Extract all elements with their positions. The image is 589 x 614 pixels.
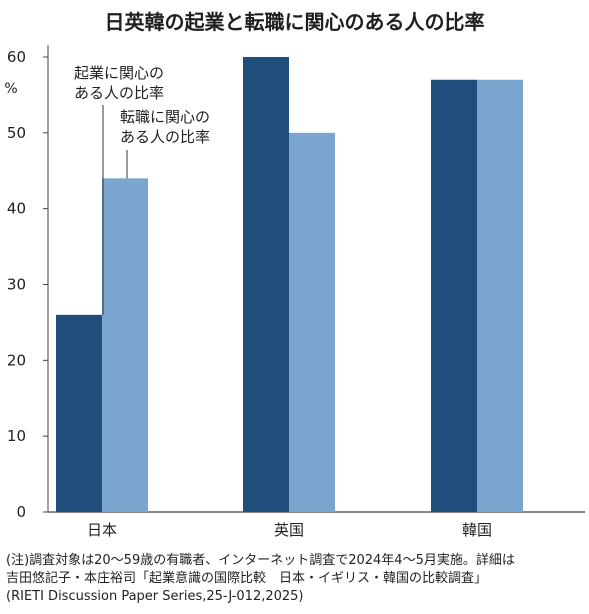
legend-label-startup: ある人の比率 (74, 84, 164, 102)
chart-title: 日英韓の起業と転職に関心のある人の比率 (104, 10, 485, 34)
bar-startup (431, 79, 477, 512)
y-tick-label: 10 (7, 427, 26, 445)
legend-label-jobchange: ある人の比率 (120, 128, 210, 146)
y-tick-label: 0 (16, 503, 26, 521)
bar-jobchange (102, 178, 148, 513)
footnote-line: (注)調査対象は20～59歳の有職者、インターネット調査で2024年4～5月実施… (6, 553, 515, 568)
bar-startup (56, 314, 102, 512)
y-tick-label: 50 (7, 124, 26, 142)
bar-startup (243, 57, 289, 512)
y-tick-label: 30 (7, 276, 26, 294)
footnote-line: (RIETI Discussion Paper Series,25-J-012,… (6, 589, 304, 604)
legend-label-jobchange: 転職に関心の (120, 108, 210, 126)
y-unit-label: % (4, 81, 17, 97)
x-tick-label: 韓国 (462, 521, 492, 539)
bar-jobchange (289, 132, 335, 513)
footnote: (注)調査対象は20～59歳の有職者、インターネット調査で2024年4～5月実施… (6, 552, 586, 606)
bar-jobchange (477, 79, 523, 512)
x-tick-label: 日本 (87, 521, 117, 539)
x-tick-label: 英国 (274, 521, 304, 539)
y-tick-label: 40 (7, 200, 26, 218)
y-tick-label: 20 (7, 351, 26, 369)
footnote-line: 吉田悠記子・本庄裕司「起業意識の国際比較 日本・イギリス・韓国の比較調査」 (6, 571, 488, 586)
legend-label-startup: 起業に関心の (74, 64, 164, 82)
y-tick-label: 60 (7, 48, 26, 66)
